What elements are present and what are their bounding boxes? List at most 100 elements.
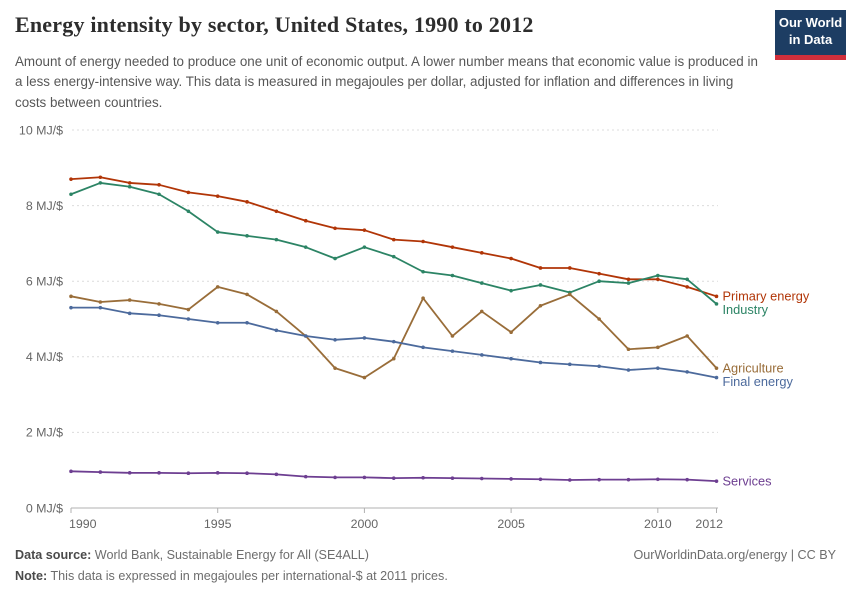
data-point	[479, 353, 484, 357]
data-point	[274, 209, 279, 214]
data-point	[245, 471, 249, 476]
data-point	[538, 303, 543, 308]
data-point	[98, 300, 103, 304]
y-axis-tick-label: 0 MJ/$	[26, 501, 63, 515]
data-point	[157, 313, 161, 318]
owid-logo-line1: Our World	[778, 15, 843, 30]
series-end-label: Final energy	[723, 374, 794, 389]
data-point	[98, 181, 103, 185]
data-point	[391, 237, 396, 242]
series-end-label: Services	[723, 473, 772, 488]
data-point	[362, 375, 367, 380]
data-point	[391, 254, 396, 259]
data-point	[127, 311, 132, 316]
data-point	[245, 200, 249, 204]
y-axis-tick-label: 10 MJ/$	[19, 123, 63, 137]
data-point	[274, 472, 279, 477]
data-point	[215, 471, 220, 475]
data-point	[421, 296, 425, 301]
data-point	[215, 320, 220, 325]
data-point	[509, 288, 513, 293]
data-point	[127, 181, 132, 185]
data-point	[450, 273, 455, 278]
x-axis-tick-label: 2012	[695, 517, 723, 531]
x-axis-tick-label: 1990	[69, 517, 97, 531]
series-line	[70, 285, 718, 379]
data-point	[333, 226, 337, 231]
data-point	[685, 285, 689, 289]
data-point	[685, 477, 689, 482]
data-point	[157, 192, 161, 197]
data-point	[333, 337, 337, 342]
data-point	[714, 302, 719, 306]
data-point	[538, 283, 543, 287]
data-point	[215, 285, 220, 289]
data-point	[479, 476, 484, 481]
data-point	[509, 330, 513, 335]
data-point	[69, 305, 73, 310]
data-point	[157, 302, 161, 306]
data-point	[450, 476, 455, 480]
data-point	[127, 471, 132, 475]
data-point	[274, 237, 279, 242]
data-point	[597, 279, 601, 284]
note-line: Note: This data is expressed in megajoul…	[15, 569, 448, 583]
owid-logo-line2: in Data	[788, 31, 833, 47]
data-point	[450, 349, 455, 353]
data-point	[450, 334, 455, 338]
data-point	[567, 362, 572, 367]
data-point	[186, 471, 191, 476]
data-point	[538, 360, 543, 365]
data-point	[450, 245, 455, 249]
source-value: World Bank, Sustainable Energy for All (…	[91, 548, 369, 562]
data-point	[597, 271, 601, 276]
data-point	[157, 471, 161, 475]
data-point	[245, 320, 249, 325]
note-value: This data is expressed in megajoules per…	[47, 569, 448, 583]
series-end-label: Agriculture	[723, 360, 784, 375]
data-point	[362, 475, 367, 480]
data-point	[69, 177, 73, 181]
series-end-label: Industry	[723, 302, 769, 317]
data-point	[362, 336, 367, 340]
data-point	[656, 477, 660, 482]
series-line	[70, 182, 718, 305]
data-point	[626, 368, 631, 372]
data-point	[186, 307, 191, 312]
y-axis-tick-label: 4 MJ/$	[26, 350, 63, 364]
data-point	[538, 477, 543, 482]
data-point	[98, 470, 103, 474]
data-point	[391, 356, 396, 361]
data-point	[69, 469, 73, 474]
data-point	[626, 347, 631, 352]
data-point	[274, 328, 279, 333]
data-point	[685, 334, 689, 338]
data-point	[626, 477, 631, 482]
data-point	[157, 183, 161, 187]
data-point	[685, 277, 689, 282]
y-axis-tick-label: 8 MJ/$	[26, 199, 63, 213]
x-axis-tick-label: 1995	[204, 517, 232, 531]
data-point	[245, 292, 249, 297]
data-point	[538, 266, 543, 270]
owid-logo: Our World in Data	[775, 10, 846, 60]
data-point	[685, 370, 689, 374]
data-point	[626, 281, 631, 285]
data-point	[656, 277, 660, 282]
data-point	[69, 192, 73, 197]
data-point	[362, 228, 367, 232]
data-point	[509, 356, 513, 361]
data-point	[98, 175, 103, 180]
data-point	[714, 375, 719, 380]
data-point	[391, 339, 396, 344]
y-axis-tick-label: 2 MJ/$	[26, 426, 63, 440]
data-point	[421, 239, 425, 244]
data-point	[567, 266, 572, 270]
data-point	[567, 292, 572, 297]
data-point	[303, 474, 308, 479]
series-end-label: Primary energy	[723, 289, 810, 304]
data-point	[245, 234, 249, 238]
data-point	[597, 364, 601, 369]
data-point	[127, 184, 132, 189]
data-point	[186, 190, 191, 195]
